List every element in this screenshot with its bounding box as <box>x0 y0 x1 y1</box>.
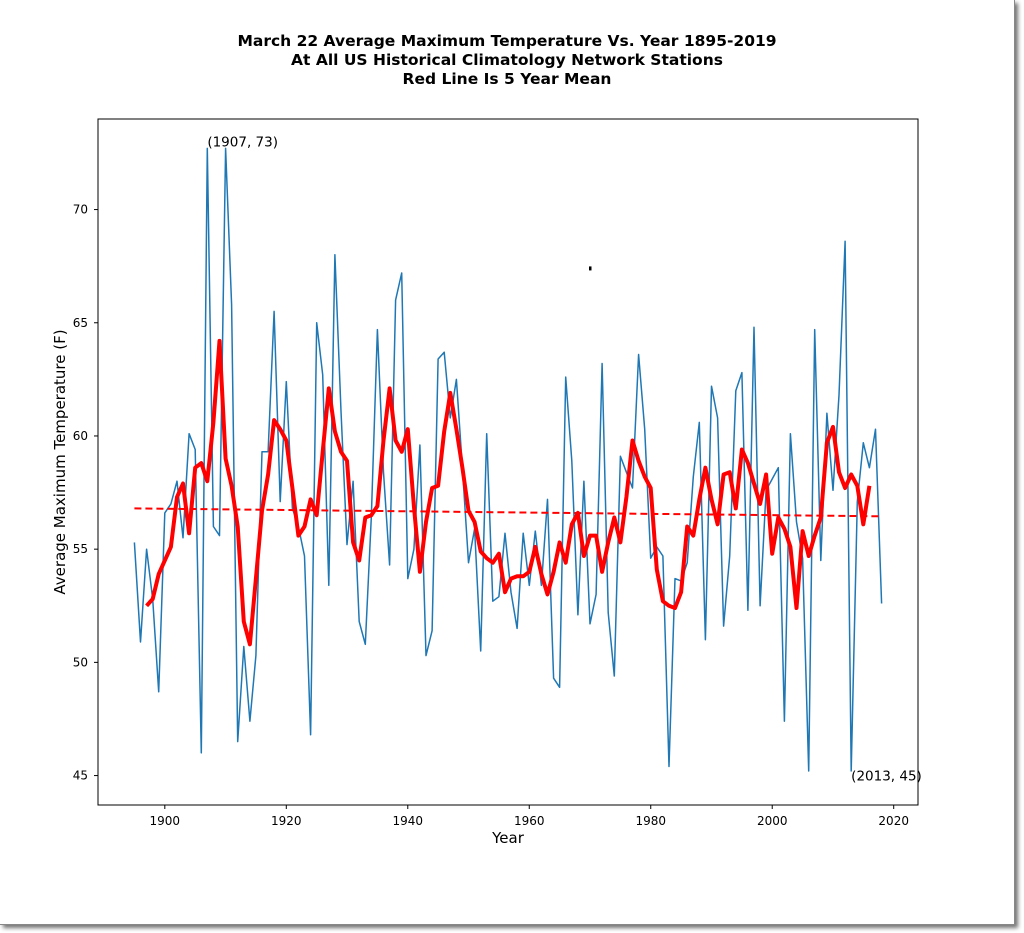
annotations: (1907, 73) (2013, 45) <box>207 135 922 785</box>
y-tick-label: 65 <box>73 316 88 330</box>
axes-frame <box>97 118 919 806</box>
x-axis-label: Year <box>491 829 525 847</box>
chart-title-line-1: March 22 Average Maximum Temperature Vs.… <box>237 32 777 50</box>
y-tick-label: 55 <box>73 542 88 556</box>
x-tick-label: 1900 <box>150 814 181 828</box>
x-tick-label: 2000 <box>757 814 788 828</box>
y-tick-label: 70 <box>73 203 88 217</box>
point-annotation: (2013, 45) <box>851 769 922 785</box>
x-tick-label: 1940 <box>393 814 424 828</box>
series-trend-line <box>134 507 882 518</box>
chart-title-line-2: At All US Historical Climatology Network… <box>291 51 723 69</box>
x-axis: 1900 1920 1940 1960 1980 2000 2020 <box>150 805 909 828</box>
point-annotation: (1907, 73) <box>207 135 278 151</box>
y-tick-label: 60 <box>73 429 88 443</box>
y-axis: 45 50 55 60 65 70 <box>73 203 98 783</box>
x-tick-label: 1980 <box>635 814 666 828</box>
series-5yr-mean-line <box>145 338 872 647</box>
y-axis-label: Average Maximum Temperature (F) <box>51 329 69 594</box>
x-tick-label: 2020 <box>878 814 909 828</box>
x-tick-label: 1920 <box>271 814 302 828</box>
series-annual-line <box>133 147 883 772</box>
chart-title: March 22 Average Maximum Temperature Vs.… <box>0 32 1014 89</box>
x-tick-label: 1960 <box>514 814 545 828</box>
plot-marks <box>133 147 883 772</box>
stray-mark <box>589 266 592 271</box>
y-tick-label: 45 <box>73 769 88 783</box>
chart-title-line-3: Red Line Is 5 Year Mean <box>402 70 612 88</box>
y-tick-label: 50 <box>73 655 88 669</box>
